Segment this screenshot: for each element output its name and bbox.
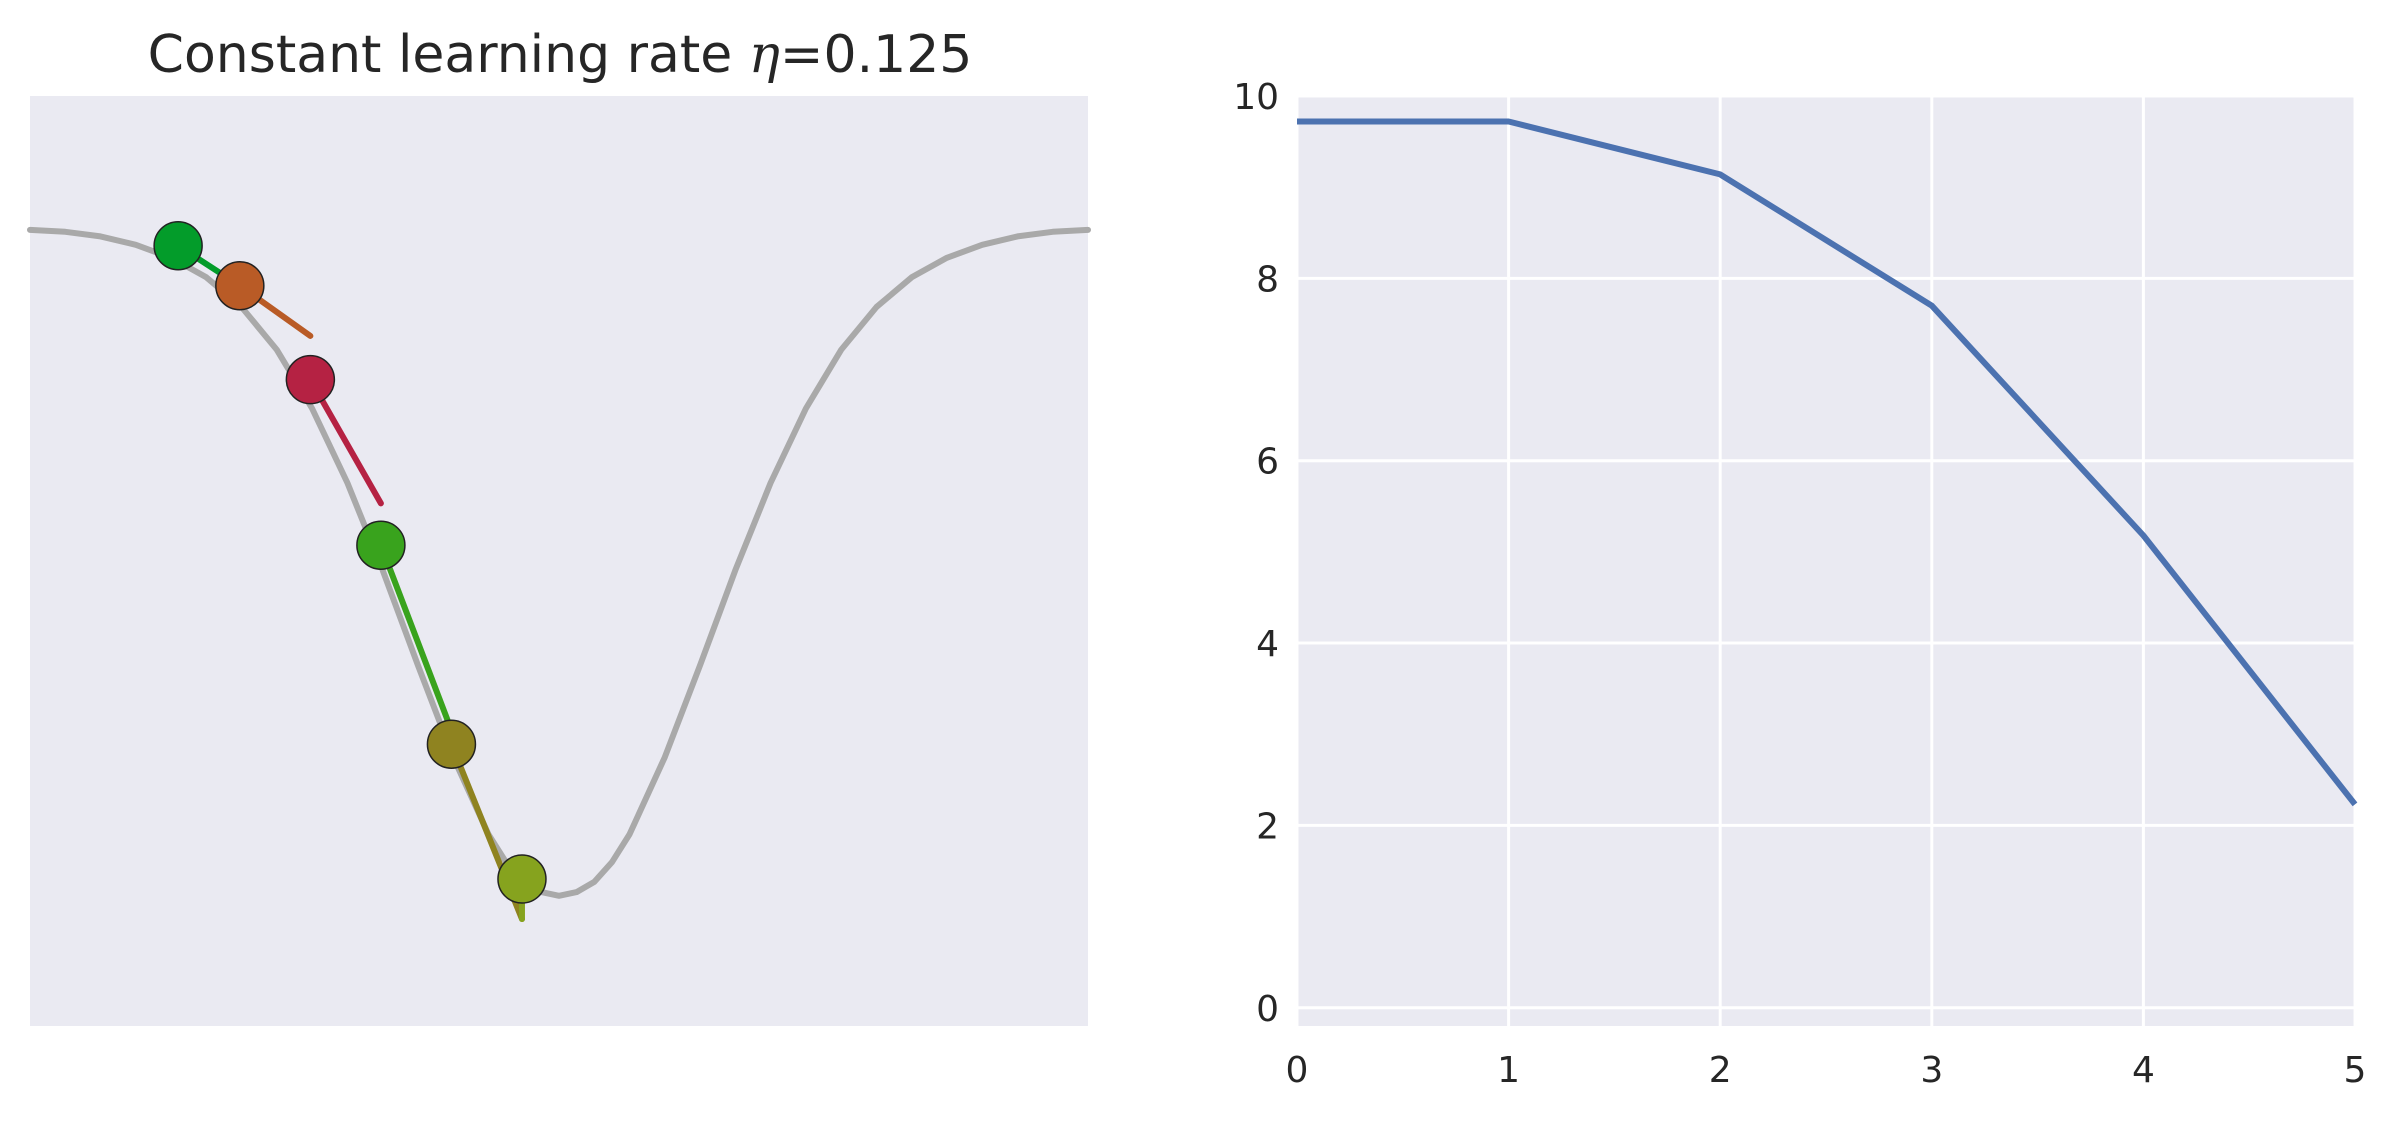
series-layer (1297, 118, 2358, 807)
x-tick-label-1: 1 (1497, 1050, 1520, 1091)
y-tick-label-2: 2 (1256, 806, 1279, 847)
x-tick-label-3: 3 (1920, 1050, 1943, 1091)
title-eta-symbol: η (749, 25, 780, 85)
gradient-step-3 (377, 542, 455, 734)
iterate-point-3 (356, 520, 406, 570)
x-tick-label-0: 0 (1286, 1050, 1309, 1091)
left-plot-title: Constant learning rate η=0.125 (148, 25, 973, 85)
x-tick-label-2: 2 (1709, 1050, 1732, 1091)
loss-series-line-0 (1297, 118, 2358, 807)
iterate-point-2 (285, 354, 336, 405)
iterate-point-4 (426, 719, 477, 769)
y-tick-label-0: 0 (1256, 989, 1279, 1030)
iterate-point-0 (153, 220, 203, 271)
y-tick-label-4: 4 (1256, 624, 1279, 665)
iterate-points-layer (153, 220, 547, 904)
y-tick-label-10: 10 (1233, 77, 1279, 118)
left-plot: Constant learning rate η=0.125 (27, 25, 1091, 1026)
left-plot-area (30, 96, 1088, 1026)
x-tick-label-4: 4 (2132, 1050, 2155, 1091)
y-tick-label-6: 6 (1256, 442, 1279, 483)
x-tick-label-5: 5 (2344, 1050, 2367, 1091)
iterate-point-1 (215, 260, 265, 311)
grid-layer (1295, 94, 2357, 1026)
title-suffix: =0.125 (780, 25, 972, 85)
right-plot-area (1297, 96, 2355, 1026)
y-tick-labels: 0 2 4 6 8 10 (1233, 77, 1279, 1030)
y-tick-label-8: 8 (1256, 259, 1279, 300)
iterate-point-5 (497, 854, 547, 904)
right-plot: 0 1 2 3 4 5 0 2 4 6 8 10 (1233, 77, 2366, 1091)
title-prefix: Constant learning rate (148, 25, 749, 85)
x-tick-labels: 0 1 2 3 4 5 (1286, 1050, 2367, 1091)
